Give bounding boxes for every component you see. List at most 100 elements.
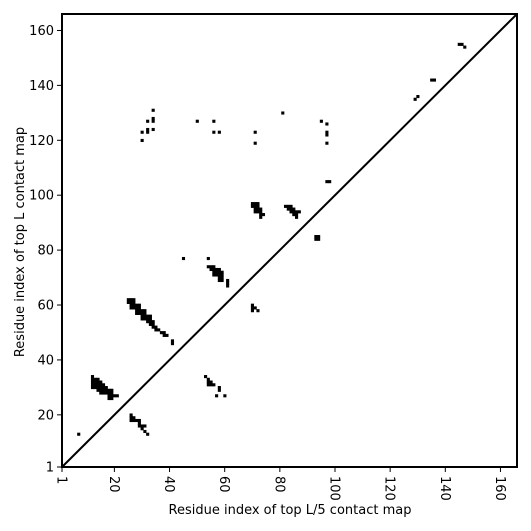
contact-cell-top-l5: [317, 237, 321, 241]
contact-cell-top-l: [143, 309, 147, 313]
contact-cell-top-l: [132, 298, 136, 302]
contact-cell-top-l: [101, 383, 106, 387]
contact-cell-top-l5: [297, 210, 301, 214]
contact-cell-top-l5: [430, 78, 434, 82]
contact-cell-top-l: [104, 388, 108, 392]
contact-cell-top-l: [261, 213, 266, 217]
contact-cell-top-l: [143, 429, 147, 434]
contact-cell-top-l: [126, 298, 130, 302]
contact-cell-top-l: [209, 267, 213, 272]
contact-cells: [77, 42, 467, 436]
contact-cell-top-l5: [314, 235, 318, 239]
contact-cell-top-l: [93, 383, 97, 387]
contact-cell-top-l: [96, 383, 100, 387]
contact-cell-top-l: [129, 413, 133, 417]
contact-cell-top-l5: [325, 141, 329, 145]
contact-cell-top-l: [110, 391, 114, 395]
contact-cell-top-l: [90, 380, 95, 384]
contact-cell-top-l: [226, 281, 230, 285]
contact-cell-top-l: [162, 333, 166, 337]
contact-cell-top-l: [148, 314, 152, 318]
contact-cell-top-l: [140, 138, 144, 143]
contact-cell-top-l: [206, 265, 210, 269]
contact-cell-top-l: [226, 284, 230, 288]
contact-cell-top-l: [90, 375, 95, 379]
contact-cell-top-l: [101, 391, 106, 395]
contact-cell-top-l: [215, 267, 219, 272]
contact-cell-top-l: [217, 388, 221, 392]
contact-cell-top-l: [107, 394, 111, 398]
y-tick-label: 60: [37, 299, 54, 314]
contact-cell-top-l: [253, 130, 257, 134]
contact-cell-top-l5: [286, 204, 290, 208]
contact-cell-top-l: [129, 418, 133, 423]
contact-cell-top-l: [253, 204, 257, 208]
contact-cell-top-l: [195, 119, 199, 123]
contact-cell-top-l: [253, 306, 257, 310]
contact-cell-top-l: [101, 388, 106, 392]
contact-cell-top-l5: [413, 97, 417, 101]
contact-cell-top-l: [90, 377, 95, 381]
contact-cell-top-l: [140, 427, 144, 431]
contact-cell-top-l5: [295, 210, 299, 214]
contact-cell-top-l: [250, 303, 254, 307]
contact-cell-top-l: [99, 388, 103, 392]
contact-cell-top-l: [132, 418, 136, 423]
contact-cell-top-l5: [292, 207, 296, 211]
y-axis-label: Residue index of top L contact map: [13, 127, 28, 357]
contact-cell-top-l5: [457, 42, 461, 46]
x-tick-label: 1: [54, 476, 69, 484]
contact-cell-top-l: [90, 383, 95, 387]
contact-cell-top-l: [107, 391, 111, 395]
contact-cell-top-l: [212, 267, 216, 272]
contact-cell-top-l: [170, 342, 175, 346]
contact-cell-top-l: [132, 303, 136, 307]
contact-cell-top-l: [96, 377, 100, 381]
contact-cell-top-l: [259, 213, 263, 217]
contact-cell-top-l: [107, 388, 111, 392]
contact-cell-top-l: [137, 303, 141, 307]
contact-cell-top-l: [151, 320, 155, 324]
contact-cell-top-l: [212, 383, 216, 387]
y-tick-label: 80: [37, 244, 54, 259]
x-tick-label: 100: [327, 476, 342, 501]
contact-cell-top-l: [154, 328, 158, 332]
contact-cell-top-l5: [432, 78, 436, 82]
contact-cell-top-l: [212, 119, 216, 123]
contact-cell-top-l: [143, 424, 147, 428]
contact-cell-top-l: [162, 331, 166, 335]
contact-cell-top-l: [110, 396, 114, 401]
contact-cell-top-l: [206, 377, 210, 381]
contact-cell-top-l5: [281, 111, 285, 115]
contact-cell-top-l5: [289, 207, 293, 211]
contact-cell-top-l: [259, 215, 263, 219]
contact-cell-top-l: [143, 314, 147, 318]
contact-cell-top-l: [140, 314, 144, 318]
contact-cell-top-l: [151, 119, 155, 123]
contact-cell-top-l: [217, 273, 221, 277]
contact-cell-top-l: [137, 309, 141, 313]
contact-cell-top-l5: [295, 215, 299, 219]
contact-cell-top-l: [212, 270, 216, 274]
contact-cell-top-l5: [325, 122, 329, 126]
contact-cell-top-l: [253, 207, 257, 211]
contact-cell-top-l: [99, 386, 103, 390]
contact-cell-top-l: [99, 391, 103, 395]
contact-cell-top-l: [212, 265, 216, 269]
contact-cell-top-l5: [314, 237, 318, 241]
contact-cell-top-l: [129, 416, 133, 420]
contact-cell-top-l: [96, 388, 100, 392]
diagonal-line: [61, 13, 518, 468]
contact-cell-top-l5: [460, 42, 464, 46]
contact-cell-top-l: [96, 386, 100, 390]
contact-cell-top-l: [209, 380, 213, 384]
contact-cell-top-l: [250, 306, 254, 310]
contact-cell-top-l: [140, 317, 144, 321]
contact-cell-top-l: [165, 333, 169, 337]
contact-cell-top-l5: [289, 204, 293, 208]
contact-cell-top-l: [253, 141, 257, 145]
contact-cell-top-l5: [317, 235, 321, 239]
contact-cell-top-l: [151, 108, 155, 112]
contact-cell-top-l5: [328, 180, 332, 184]
